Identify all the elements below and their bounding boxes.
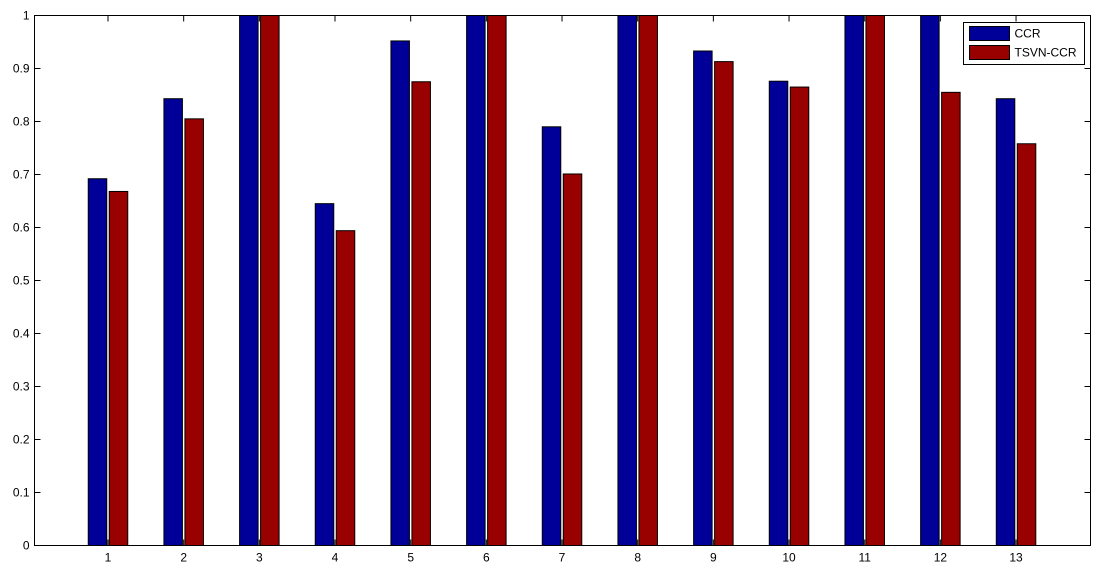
x-tick-label: 7 (559, 551, 566, 565)
x-tick-label: 10 (782, 551, 796, 565)
bar (335, 230, 356, 546)
y-tick-label: 0.5 (13, 274, 30, 288)
bar (714, 61, 734, 547)
bar (260, 15, 280, 546)
bar (487, 15, 507, 546)
y-tick-label: 0 (23, 539, 30, 553)
bar (541, 126, 562, 547)
legend-label: CCR (1015, 27, 1041, 41)
x-tick-label: 4 (332, 551, 339, 565)
legend-label: TSVN-CCR (1015, 46, 1077, 60)
y-tick-label: 0.3 (13, 380, 30, 394)
x-tick-label: 8 (634, 551, 641, 565)
bar (844, 15, 864, 546)
bar (638, 15, 658, 546)
x-tick-label: 12 (934, 551, 948, 565)
bar (314, 203, 335, 546)
bar (768, 80, 789, 546)
bar (693, 50, 713, 546)
bar (865, 15, 885, 546)
x-tick-label: 9 (710, 551, 717, 565)
bar (411, 81, 431, 546)
legend-swatch (969, 26, 1010, 41)
bar (108, 190, 129, 547)
bar (941, 91, 961, 546)
x-tick-label: 6 (483, 551, 490, 565)
x-tick-label: 5 (407, 551, 414, 565)
bar (562, 173, 583, 546)
y-tick-label: 0.4 (13, 327, 30, 341)
bar-series-ccr (87, 15, 1016, 547)
legend: CCR TSVN-CCR (963, 22, 1085, 65)
bar (184, 118, 204, 546)
bars-layer (87, 15, 1037, 547)
y-tick-label: 0.6 (13, 221, 30, 235)
x-tick-label: 2 (180, 551, 187, 565)
bar (466, 15, 486, 546)
bar (617, 15, 637, 546)
y-tick-label: 0.1 (13, 486, 30, 500)
x-tick-label: 3 (256, 551, 263, 565)
bar (995, 98, 1016, 547)
x-tick-label: 11 (858, 551, 871, 565)
bar (390, 40, 410, 546)
bar (163, 98, 183, 547)
bar (1016, 143, 1037, 546)
y-tick-label: 0.8 (13, 115, 30, 129)
bar (239, 15, 259, 546)
y-axis: 0 0.1 0.2 0.3 0.4 0.5 0.6 0.7 0.8 0.9 1 (13, 9, 1091, 553)
bar (789, 86, 810, 547)
x-axis: 1 2 3 4 5 6 7 8 9 10 11 12 13 (105, 15, 1023, 565)
bar (87, 178, 108, 547)
y-tick-label: 0.9 (13, 62, 30, 76)
x-tick-label: 1 (105, 551, 112, 565)
y-tick-label: 1 (23, 9, 30, 23)
y-tick-label: 0.7 (13, 168, 30, 182)
bar-series-tsvn-ccr (108, 15, 1037, 547)
x-tick-label: 13 (1009, 551, 1023, 565)
legend-swatch (969, 45, 1010, 60)
bar (920, 15, 940, 546)
y-tick-label: 0.2 (13, 433, 30, 447)
